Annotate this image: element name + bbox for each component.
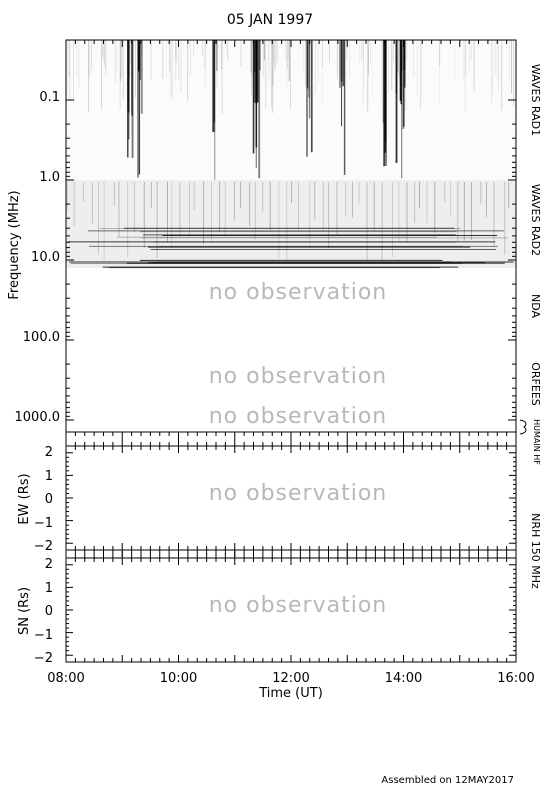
band-label-waves-rad2: WAVES RAD2 [529,184,542,256]
spectrogram-panel: 0.1 1.0 10.0 100.0 1000.0 Frequency (MHz… [7,39,542,465]
band-label-waves-rad1: WAVES RAD1 [529,64,542,136]
ew-no-observation: no observation [209,481,388,506]
freq-tick-label-1-0: 1.0 [39,170,60,185]
time-tick-strip-lower [65,549,517,559]
nrh-instrument-label: NRH 150 MHz [529,513,542,589]
sn-tick-label-2: 2 [45,557,53,572]
sn-tick-label-minus-2: −2 [34,651,53,666]
band-label-orfees: ORFEES [529,362,542,406]
time-tick-label-1400: 14:00 [385,671,422,686]
sn-tick-label-minus-1: −1 [34,628,53,643]
band-label-humain-hf: HUMAIN HF [532,419,541,465]
frequency-axis-label: Frequency (MHz) [7,190,22,299]
ew-panel-ticks [65,446,517,550]
band-label-nda: NDA [529,294,542,319]
ew-tick-label-minus-2: −2 [34,539,53,554]
waves-rad2-background [66,180,516,268]
sn-panel: 2 1 0 −1 −2 SN (Rs) no observation [17,557,517,666]
orfees-no-observation: no observation [209,364,388,389]
ew-axis-label: EW (Rs) [17,473,32,524]
sn-panel-ticks [65,558,517,662]
time-tick-label-1200: 12:00 [272,671,309,686]
spectrogram-frequency-ticks [65,40,517,421]
sn-no-observation: no observation [209,593,388,618]
waves-rad2-emission-bands [67,227,514,269]
ew-tick-label-minus-1: −1 [34,516,53,531]
waves-rad1-bursts [65,40,515,180]
freq-tick-label-10-0: 10.0 [31,250,60,265]
time-tick-label-0800: 08:00 [47,671,84,686]
freq-tick-label-100-0: 100.0 [23,330,60,345]
waves-rad2-vertical-lines [66,182,510,262]
time-tick-strip-upper [65,431,517,447]
ew-tick-label-0: 0 [45,492,53,507]
sn-tick-label-1: 1 [45,581,53,596]
ew-tick-label-1: 1 [45,469,53,484]
nda-no-observation: no observation [209,280,388,305]
time-tick-label-1000: 10:00 [160,671,197,686]
humain-no-observation: no observation [209,404,388,429]
ew-panel: 2 1 0 −1 −2 EW (Rs) no observation [17,445,517,554]
freq-tick-label-0-1: 0.1 [39,90,60,105]
ew-tick-label-2: 2 [45,445,53,460]
humain-hf-bracket [519,419,527,435]
sn-axis-label: SN (Rs) [17,587,32,635]
assembled-date-footer: Assembled on 12MAY2017 [381,775,514,786]
sn-tick-label-0: 0 [45,604,53,619]
time-axis-label: Time (UT) [258,686,323,701]
time-tick-label-1600: 16:00 [497,671,534,686]
chart-title: 05 JAN 1997 [227,12,313,28]
freq-tick-label-1000-0: 1000.0 [15,410,61,425]
spectrogram-right-ticks [508,99,516,421]
